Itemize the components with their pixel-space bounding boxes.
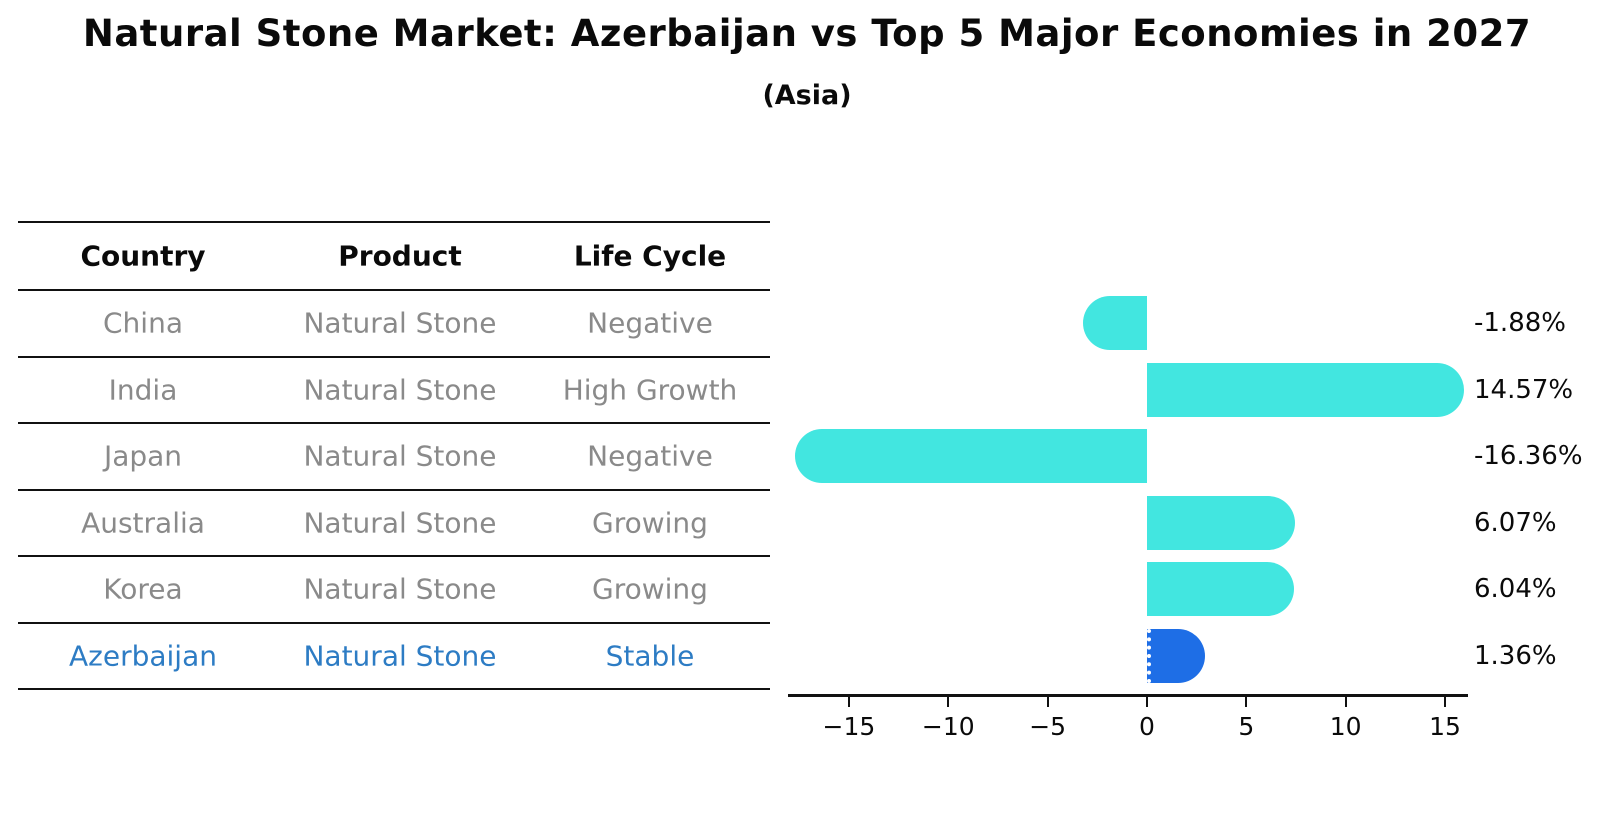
table-row-rule xyxy=(18,688,770,690)
product-cell: Natural Stone xyxy=(303,506,497,540)
table-row-rule xyxy=(18,621,770,624)
life-cycle-cell: Stable xyxy=(605,639,695,673)
product-cell: Natural Stone xyxy=(303,639,497,673)
x-tick-label: −5 xyxy=(1029,712,1067,741)
x-tick-label: 10 xyxy=(1329,712,1362,741)
country-cell: Azerbaijan xyxy=(69,639,217,673)
x-tick-label: −10 xyxy=(921,712,975,741)
product-cell: Natural Stone xyxy=(303,439,497,473)
bar-australia xyxy=(1147,495,1295,550)
product-cell: Natural Stone xyxy=(303,373,497,407)
chart-title: Natural Stone Market: Azerbaijan vs Top … xyxy=(82,12,1532,55)
x-tick-label: 15 xyxy=(1429,712,1461,741)
x-tick-mark xyxy=(847,697,850,707)
life-cycle-cell: Growing xyxy=(592,506,708,540)
table-row-rule xyxy=(18,422,770,424)
x-tick-mark xyxy=(1444,697,1447,707)
value-label-india: 14.57% xyxy=(1474,374,1574,405)
x-tick-mark xyxy=(1344,697,1347,707)
value-label-japan: -16.36% xyxy=(1474,441,1583,472)
country-cell: Korea xyxy=(103,572,183,606)
table-row-rule xyxy=(18,355,770,358)
table-header-country: Country xyxy=(80,239,206,273)
x-tick-label: −15 xyxy=(822,712,876,741)
bar-korea xyxy=(1147,562,1294,617)
x-tick-label: 5 xyxy=(1238,712,1255,741)
table-row-rule xyxy=(18,488,770,491)
bar-india xyxy=(1147,362,1464,417)
life-cycle-cell: Negative xyxy=(587,306,713,340)
country-cell: China xyxy=(103,306,183,340)
country-cell: Australia xyxy=(81,506,205,540)
country-cell: India xyxy=(108,373,178,407)
life-cycle-cell: Negative xyxy=(587,439,713,473)
x-tick-mark xyxy=(1046,697,1049,707)
product-cell: Natural Stone xyxy=(303,572,497,606)
table-top-rule xyxy=(18,221,770,223)
value-label-korea: 6.04% xyxy=(1474,574,1557,605)
country-cell: Japan xyxy=(103,439,183,473)
bar-china xyxy=(1082,296,1147,351)
product-cell: Natural Stone xyxy=(303,306,497,340)
table-header-life-cycle: Life Cycle xyxy=(573,239,727,273)
chart-subtitle: (Asia) xyxy=(762,80,852,111)
value-label-china: -1.88% xyxy=(1474,308,1566,339)
life-cycle-cell: High Growth xyxy=(562,373,738,407)
bar-japan xyxy=(794,429,1147,484)
table-header-product: Product xyxy=(338,239,462,273)
bar-azerbaijan xyxy=(1147,628,1206,683)
table-header-rule xyxy=(18,289,770,291)
value-label-azerbaijan: 1.36% xyxy=(1474,640,1557,671)
x-tick-label: 0 xyxy=(1139,712,1155,741)
x-tick-mark xyxy=(947,697,950,707)
x-axis-line xyxy=(788,694,1468,697)
table-row-rule xyxy=(18,555,770,557)
life-cycle-cell: Growing xyxy=(592,572,708,606)
x-tick-mark xyxy=(1146,697,1148,707)
value-label-australia: 6.07% xyxy=(1474,507,1557,538)
x-tick-mark xyxy=(1245,697,1248,707)
